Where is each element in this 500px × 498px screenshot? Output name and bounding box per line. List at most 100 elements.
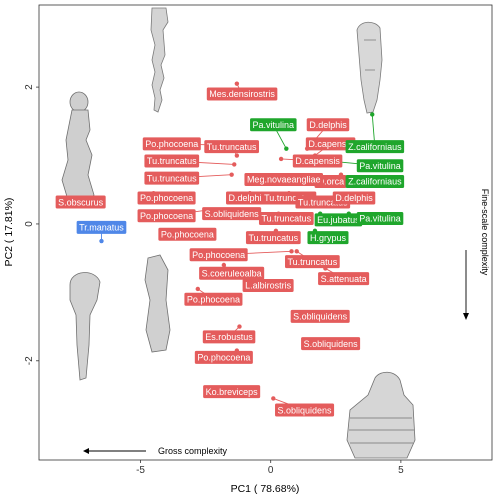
point-label-box	[332, 191, 376, 205]
y-tick-label: 2	[24, 84, 35, 90]
point-label: D.capensis	[292, 154, 343, 168]
point-label: D.capensis	[305, 137, 356, 151]
data-point	[278, 156, 284, 162]
point-label-text: Tr.manatus	[79, 223, 124, 233]
point-label: Pa.vitulina	[356, 159, 404, 173]
specimen-render-mid-left	[69, 272, 101, 381]
point-label-box	[290, 309, 350, 323]
point-label: Es.robustus	[202, 330, 256, 344]
data-point	[271, 396, 276, 401]
point-label-text: Pa.vitulina	[253, 120, 295, 130]
point-label-text: D.capensis	[295, 156, 340, 166]
point-label-box	[158, 227, 217, 241]
point-label-text: Tu.truncatus	[248, 233, 298, 243]
point-label: Po.phocoena	[194, 350, 253, 364]
point-label-box	[202, 207, 262, 221]
point-label-box	[258, 211, 314, 225]
data-point	[232, 162, 237, 167]
point-label: S.attenuata	[318, 272, 370, 286]
point-label-text: S.attenuata	[321, 274, 367, 284]
data-point	[237, 324, 242, 329]
point-label: Z.californiaus	[345, 175, 405, 189]
x-axis-title: PC1 ( 78.68%)	[231, 483, 300, 495]
point-label-box	[194, 350, 253, 364]
point-label-text: Po.phocoena	[140, 193, 193, 203]
fine-complexity-arrowhead	[463, 313, 469, 320]
point-label-text: D.capensis	[308, 139, 353, 149]
point-label-text: Eu.jubatus	[317, 215, 360, 225]
point-label-box	[318, 272, 370, 286]
point-label-text: Tu.truncatus	[261, 214, 311, 224]
point-label: Eu.jubatus	[314, 213, 363, 227]
point-label-box	[356, 211, 404, 225]
data-point	[234, 153, 240, 158]
point-label-box	[242, 279, 294, 293]
data-point	[294, 249, 299, 254]
point-label: D.delphis	[306, 118, 350, 132]
specimen-render-top-center	[150, 7, 169, 113]
data-point	[284, 146, 289, 151]
point-label-box	[203, 385, 261, 399]
point-label: S.coeruleoalba	[199, 266, 265, 280]
data-point	[234, 81, 240, 86]
data-point	[221, 262, 227, 268]
point-label: Tr.manatus	[76, 220, 127, 234]
y-tick-label: -2	[24, 356, 35, 365]
x-axis-ticks: -5 0 5	[136, 460, 404, 476]
point-label-text: Pa.vitulina	[359, 214, 401, 224]
point-label: S.obliquidens	[275, 403, 335, 417]
point-label: S.obscurus	[55, 195, 106, 209]
point-label-text: Tu.truncatus	[288, 257, 338, 267]
point-label-box	[244, 172, 324, 186]
point-label-text: Po.phocoena	[187, 294, 240, 304]
point-label-box	[76, 220, 127, 234]
x-tick-label: 5	[398, 465, 404, 476]
point-label-text: H.grypus	[310, 233, 347, 243]
fine-complexity-label: Fine-scale complexity	[480, 189, 490, 276]
point-label-box	[314, 213, 363, 227]
point-label-box	[345, 140, 405, 154]
point-label-text: Tu.truncatus	[264, 193, 314, 203]
point-label-box	[345, 175, 405, 189]
point-label-box	[142, 137, 201, 151]
point-label-text: Po.phocoena	[145, 139, 198, 149]
point-label: Po.phocoena	[142, 137, 201, 151]
point-label: Po.phocoena	[137, 209, 196, 223]
point-label: Po.phocoena	[158, 227, 217, 241]
point-label-text: Mes.densirostris	[209, 89, 275, 99]
point-label-box	[356, 159, 404, 173]
point-label-box	[199, 266, 265, 280]
point-label-box	[55, 195, 106, 209]
point-label-box	[301, 337, 361, 351]
point-label-text: Meg.novaeangliae	[247, 175, 321, 185]
point-label-text: D.delphis	[335, 193, 373, 203]
point-label: Pa.vitulina	[356, 211, 404, 225]
point-label: Tu.truncatus	[258, 211, 314, 225]
x-tick-label: -5	[136, 465, 145, 476]
point-label-box	[305, 137, 356, 151]
point-label-text: Po.phocoena	[161, 229, 214, 239]
point-label: Pa.vitulina	[250, 118, 297, 132]
point-label-box	[137, 191, 196, 205]
point-label-text: Tu.truncatus	[147, 173, 197, 183]
point-label-text: Es.robustus	[205, 332, 253, 342]
point-label-box	[189, 248, 248, 262]
specimen-render-bottom-right	[346, 371, 416, 459]
point-label: Mes.densirostris	[206, 87, 278, 101]
point-label-text: D.delphis	[229, 193, 267, 203]
point-label: Po.phocoena	[137, 191, 196, 205]
point-label-box	[204, 140, 260, 154]
point-label-box	[144, 154, 200, 168]
point-label-box	[250, 118, 297, 132]
point-labels: Mes.densirostris Pa.vitulina D.delphis D.ca…	[55, 87, 405, 417]
point-label: Ko.breviceps	[203, 385, 261, 399]
y-tick-label: 0	[24, 221, 35, 227]
point-label-box	[285, 255, 340, 269]
gross-complexity-label: Gross complexity	[158, 446, 228, 456]
x-tick-label: 0	[268, 465, 274, 476]
point-label-box	[306, 118, 350, 132]
point-label: Tu.truncatus	[144, 171, 200, 185]
y-axis-title: PC2 ( 17.81%)	[3, 198, 15, 267]
point-label-text: S.obliquidens	[293, 312, 348, 322]
